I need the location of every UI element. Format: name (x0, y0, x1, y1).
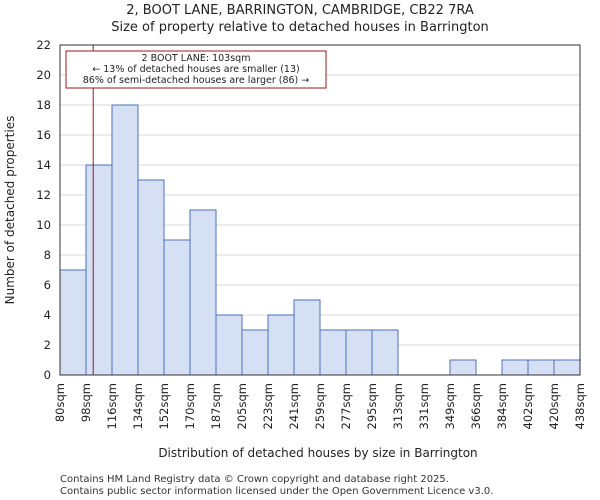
x-tick-label: 223sqm (261, 383, 275, 429)
x-tick-label: 152sqm (157, 383, 171, 429)
y-tick-labels: 0 2 4 6 8 10 12 14 16 18 20 22 (36, 38, 51, 382)
x-tick-label: 259sqm (313, 383, 327, 429)
annotation-line-3: 86% of semi-detached houses are larger (… (83, 75, 310, 86)
footer-line-1: Contains HM Land Registry data © Crown c… (60, 474, 449, 485)
y-tick-label: 20 (36, 68, 51, 82)
bar (111, 104, 139, 376)
bars (59, 104, 581, 376)
chart-title: 2, BOOT LANE, BARRINGTON, CAMBRIDGE, CB2… (126, 3, 474, 18)
x-tick-label: 187sqm (209, 383, 223, 429)
bar (59, 269, 87, 376)
bar (449, 359, 477, 376)
bar (553, 359, 581, 376)
bar (215, 314, 243, 376)
y-tick-label: 0 (44, 368, 51, 382)
y-tick-label: 2 (44, 338, 51, 352)
y-axis-label: Number of detached properties (3, 116, 17, 305)
bar (85, 164, 113, 376)
x-tick-labels: 80sqm 98sqm 116sqm 134sqm 152sqm 170sqm 187sqm… (53, 383, 587, 429)
x-tick-label: 366sqm (469, 383, 483, 429)
y-tick-label: 16 (36, 128, 51, 142)
bar (241, 329, 269, 376)
plot-frame (59, 44, 581, 376)
annotation-box: 2 BOOT LANE: 103sqm ← 13% of detached ho… (65, 50, 327, 89)
x-tick-label: 205sqm (235, 383, 249, 429)
y-tick-label: 4 (44, 308, 51, 322)
y-tick-label: 18 (36, 98, 51, 112)
annotation-border (65, 50, 327, 89)
x-tick-label: 402sqm (521, 383, 535, 429)
x-tick-label: 438sqm (573, 383, 587, 429)
x-tick-label: 116sqm (105, 383, 119, 429)
x-tick-label: 384sqm (495, 383, 509, 429)
bar (163, 239, 191, 376)
y-tick-label: 12 (36, 188, 51, 202)
bar (319, 329, 347, 376)
x-tick-label: 134sqm (131, 383, 145, 429)
bar (267, 314, 295, 376)
bar (371, 329, 399, 376)
x-axis-label: Distribution of detached houses by size … (158, 446, 477, 460)
bar (189, 209, 217, 376)
chart-subtitle: Size of property relative to detached ho… (111, 20, 489, 35)
x-tick-label: 98sqm (79, 383, 93, 422)
y-tick-label: 22 (36, 38, 51, 52)
x-tick-label: 170sqm (183, 383, 197, 429)
x-tick-label: 277sqm (339, 383, 353, 429)
footer-line-2: Contains public sector information licen… (60, 486, 493, 497)
x-tick-label: 331sqm (417, 383, 431, 429)
y-tick-label: 6 (44, 278, 51, 292)
annotation-line-2: ← 13% of detached houses are smaller (13… (92, 64, 299, 75)
bar (293, 299, 321, 376)
x-tick-label: 420sqm (547, 383, 561, 429)
x-tick-label: 241sqm (287, 383, 301, 429)
annotation-line-1: 2 BOOT LANE: 103sqm (142, 53, 251, 64)
y-tick-label: 8 (44, 248, 51, 262)
y-tick-label: 10 (36, 218, 51, 232)
x-tick-label: 313sqm (391, 383, 405, 429)
x-tick-label: 295sqm (365, 383, 379, 429)
bar (501, 359, 529, 376)
bar (345, 329, 373, 376)
y-tick-label: 14 (36, 158, 51, 172)
x-tick-label: 349sqm (443, 383, 457, 429)
bar (137, 179, 165, 376)
bar (527, 359, 555, 376)
x-tick-label: 80sqm (53, 383, 67, 422)
